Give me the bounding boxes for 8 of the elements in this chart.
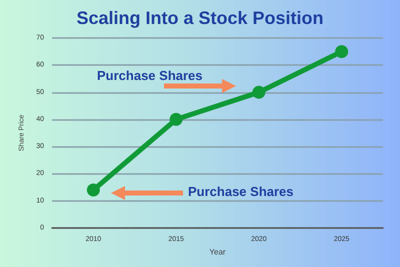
point [335, 45, 348, 58]
annotation: Purchase Shares [188, 184, 294, 199]
point [86, 184, 100, 196]
annotation: Purchase Shares [97, 68, 203, 83]
x-axis-title: Year [209, 248, 226, 256]
chart-title: Scaling Into a Stock Position [76, 8, 324, 28]
point [170, 112, 183, 126]
point [252, 86, 266, 99]
